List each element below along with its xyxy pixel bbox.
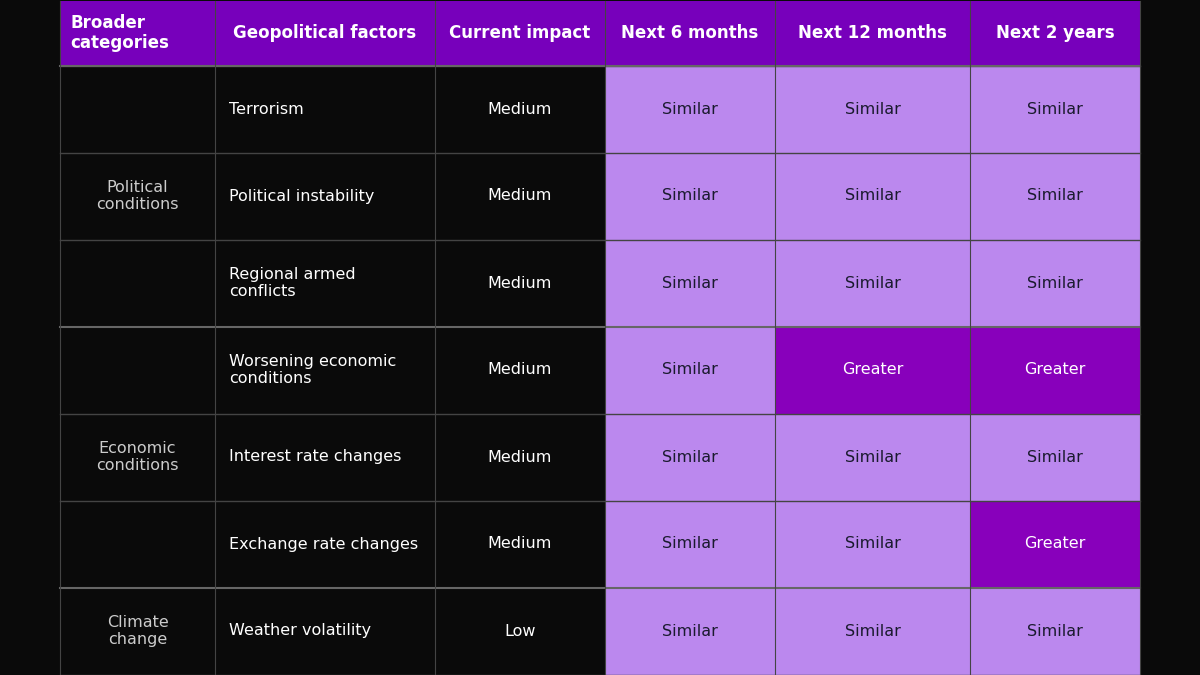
Bar <box>215 587 436 674</box>
Text: Similar: Similar <box>662 188 718 203</box>
Bar <box>60 1 215 65</box>
Text: Broader
categories: Broader categories <box>70 14 169 53</box>
Text: Regional armed
conflicts: Regional armed conflicts <box>229 267 355 299</box>
Text: Interest rate changes: Interest rate changes <box>229 450 401 464</box>
Bar <box>215 153 436 240</box>
Bar <box>605 1 775 65</box>
Bar <box>605 327 775 414</box>
Bar <box>60 587 215 674</box>
Bar <box>436 500 605 587</box>
Text: Medium: Medium <box>488 537 552 551</box>
Text: Greater: Greater <box>1025 537 1086 551</box>
Bar <box>215 414 436 500</box>
Text: Similar: Similar <box>662 624 718 639</box>
Text: Medium: Medium <box>488 188 552 203</box>
Bar <box>970 1 1140 65</box>
Text: Climate
change: Climate change <box>107 615 168 647</box>
Text: Similar: Similar <box>1027 188 1082 203</box>
Text: Similar: Similar <box>662 275 718 290</box>
Bar <box>970 65 1140 153</box>
Text: Similar: Similar <box>662 362 718 377</box>
Bar <box>60 327 215 414</box>
Text: Similar: Similar <box>845 624 900 639</box>
Bar <box>775 1 970 65</box>
Text: Geopolitical factors: Geopolitical factors <box>234 24 416 42</box>
Text: Similar: Similar <box>662 537 718 551</box>
Text: Next 2 years: Next 2 years <box>996 24 1115 42</box>
Bar <box>215 240 436 327</box>
Bar <box>60 240 215 327</box>
Text: Greater: Greater <box>1025 362 1086 377</box>
Text: Similar: Similar <box>845 450 900 464</box>
Text: Next 12 months: Next 12 months <box>798 24 947 42</box>
Text: Similar: Similar <box>1027 101 1082 117</box>
Text: Current impact: Current impact <box>449 24 590 42</box>
Bar <box>605 240 775 327</box>
Bar <box>970 587 1140 674</box>
Text: Worsening economic
conditions: Worsening economic conditions <box>229 354 396 386</box>
Text: Similar: Similar <box>662 450 718 464</box>
Bar <box>215 1 436 65</box>
Text: Similar: Similar <box>1027 275 1082 290</box>
Bar <box>215 500 436 587</box>
Text: Similar: Similar <box>845 275 900 290</box>
Bar <box>436 587 605 674</box>
Text: Political
conditions: Political conditions <box>96 180 179 212</box>
Text: Exchange rate changes: Exchange rate changes <box>229 537 418 551</box>
Text: Medium: Medium <box>488 275 552 290</box>
Bar <box>775 414 970 500</box>
Bar <box>215 327 436 414</box>
Bar <box>605 500 775 587</box>
Text: Greater: Greater <box>842 362 904 377</box>
Bar <box>775 587 970 674</box>
Bar <box>436 153 605 240</box>
Text: Political instability: Political instability <box>229 188 374 203</box>
Bar <box>605 65 775 153</box>
Bar <box>605 587 775 674</box>
Bar <box>775 500 970 587</box>
Bar <box>436 327 605 414</box>
Bar <box>215 65 436 153</box>
Bar <box>60 153 215 240</box>
Bar <box>970 327 1140 414</box>
Bar <box>605 153 775 240</box>
Bar <box>970 240 1140 327</box>
Bar <box>436 240 605 327</box>
Text: Similar: Similar <box>662 101 718 117</box>
Bar <box>60 414 215 500</box>
Bar <box>970 153 1140 240</box>
Bar <box>970 500 1140 587</box>
Bar <box>436 65 605 153</box>
Text: Medium: Medium <box>488 362 552 377</box>
Text: Similar: Similar <box>845 101 900 117</box>
Text: Low: Low <box>504 624 535 639</box>
Text: Medium: Medium <box>488 101 552 117</box>
Text: Weather volatility: Weather volatility <box>229 624 371 639</box>
Text: Similar: Similar <box>1027 450 1082 464</box>
Text: Next 6 months: Next 6 months <box>622 24 758 42</box>
Text: Terrorism: Terrorism <box>229 101 304 117</box>
Bar <box>436 414 605 500</box>
Text: Similar: Similar <box>845 537 900 551</box>
Bar <box>970 414 1140 500</box>
Bar <box>775 240 970 327</box>
Text: Similar: Similar <box>1027 624 1082 639</box>
Text: Economic
conditions: Economic conditions <box>96 441 179 473</box>
Text: Medium: Medium <box>488 450 552 464</box>
Bar <box>436 1 605 65</box>
Bar <box>775 153 970 240</box>
Bar <box>60 65 215 153</box>
Text: Similar: Similar <box>845 188 900 203</box>
Bar <box>775 327 970 414</box>
Bar <box>60 500 215 587</box>
Bar <box>605 414 775 500</box>
Bar <box>775 65 970 153</box>
